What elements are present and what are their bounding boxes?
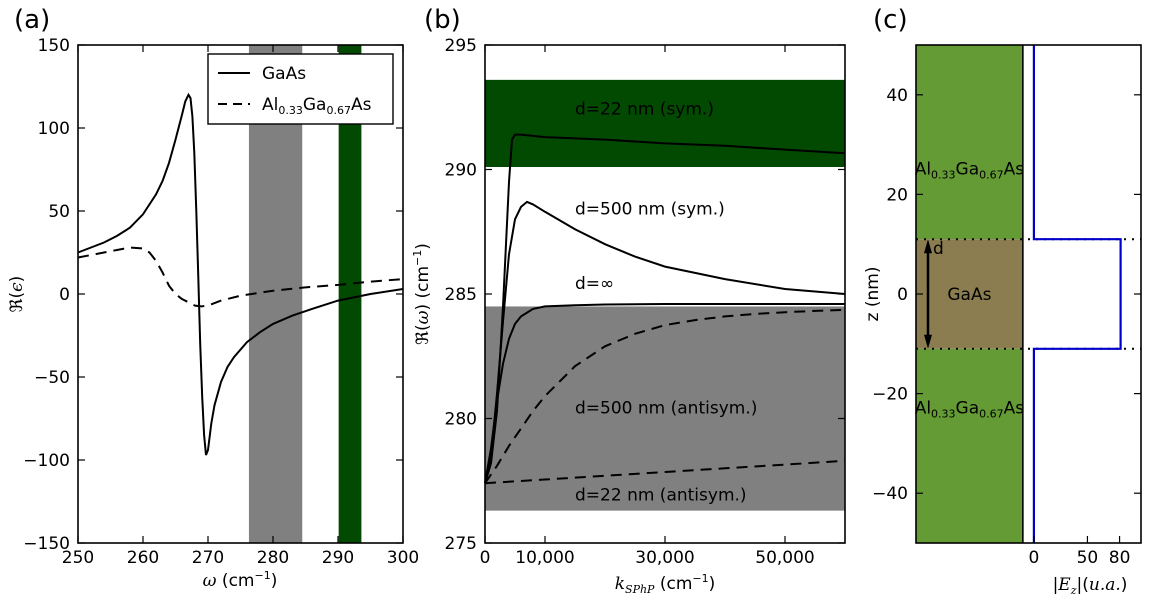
b-band-0	[485, 306, 845, 511]
b-band-1	[485, 79, 845, 168]
b-curve-label-4: d=22 nm (antisym.)	[575, 486, 747, 506]
c-layer-label-top: Al0.33Ga0.67As	[915, 159, 1025, 181]
c-y-axis-label: z (nm)	[863, 267, 883, 322]
b-curve-label-3: d=500 nm (antisym.)	[575, 399, 757, 419]
c-field-profile-line	[1032, 45, 1122, 543]
b-curve-label-1: d=500 nm (sym.)	[575, 199, 725, 219]
a-series-group	[77, 92, 404, 456]
a-xtick-label: 280	[257, 548, 289, 568]
b-series-line-4	[484, 459, 846, 485]
b-series-line-2	[484, 303, 845, 484]
a-xtick-label: 300	[387, 548, 419, 568]
legend-algaas-label: Al0.33Ga0.67As	[262, 95, 372, 117]
a-x-axis-label: ω (cm−1)	[203, 569, 278, 591]
a-ytick-label: 100	[38, 119, 70, 139]
c-xtick-label: 0	[1028, 548, 1039, 568]
a-series-line-0	[77, 92, 404, 456]
a-band-1	[338, 45, 362, 543]
a-ytick-label: −100	[23, 451, 70, 471]
b-curve-label-0: d=22 nm (sym.)	[575, 100, 714, 120]
b-series-line-3	[484, 308, 846, 484]
panel-c: (c) Al0.33Ga0.67As Al0.33Ga0.67As GaAs d 0 5…	[863, 5, 1142, 597]
c-layer-label-bottom: Al0.33Ga0.67As	[915, 399, 1025, 421]
a-ytick-label: 150	[38, 36, 70, 56]
c-thickness-label: d	[933, 239, 944, 259]
b-xtick-label: 10,000	[515, 548, 574, 568]
a-xtick-label: 260	[127, 548, 159, 568]
a-shaded-bands	[248, 45, 362, 543]
b-x-axis-label: kSPhP (cm−1)	[615, 572, 716, 596]
panel-label-c: (c)	[873, 5, 908, 35]
b-shaded-bands	[485, 79, 845, 511]
a-ytick-label: −150	[23, 534, 70, 554]
c-ytick-label: 0	[897, 285, 908, 305]
b-ytick-label: 295	[445, 36, 477, 56]
b-xtick-label: 0	[480, 548, 491, 568]
a-xtick-label: 290	[322, 548, 354, 568]
b-curve-label-2: d=∞	[575, 274, 614, 294]
b-series-group	[484, 133, 846, 485]
b-ytick-label: 285	[445, 285, 477, 305]
a-xtick-label: 270	[192, 548, 224, 568]
c-ytick-label: 40	[886, 86, 908, 106]
b-ticks: 0 10,000 30,000 50,000 275 280 285 290 295	[445, 36, 845, 568]
a-ytick-label: 50	[48, 202, 70, 222]
c-arrowhead-up	[924, 239, 932, 254]
a-band-0	[248, 45, 303, 543]
c-layers: Al0.33Ga0.67As Al0.33Ga0.67As GaAs d	[915, 45, 1141, 543]
a-xtick-label: 250	[62, 548, 94, 568]
a-ytick-label: −50	[34, 368, 70, 388]
a-series-line-1	[77, 246, 404, 308]
c-layer-label-gaas: GaAs	[947, 285, 991, 305]
c-layer-1	[916, 239, 1023, 349]
c-xtick-label: 80	[1109, 548, 1131, 568]
panel-label-b: (b)	[424, 5, 461, 35]
c-ytick-label: −40	[872, 484, 908, 504]
c-ytick-label: 20	[886, 185, 908, 205]
c-ticks: 0 50 80 −40 −20 0 20 40	[872, 86, 1141, 568]
c-arrowhead-down	[924, 334, 932, 349]
b-xtick-label: 30,000	[635, 548, 694, 568]
panel-a: (a) 250 260 270 280 290 300 −150 −100 −50 0 50 100 1…	[7, 5, 419, 591]
c-layer-0	[916, 45, 1023, 240]
b-ytick-label: 275	[445, 534, 477, 554]
a-legend-box	[207, 53, 394, 125]
c-layer-2	[916, 348, 1023, 543]
b-ytick-label: 280	[445, 410, 477, 430]
panel-b: (b) d=22 nm (sym.) d=500 nm (sym.) d=∞ d=50…	[411, 5, 846, 596]
c-xtick-label: 50	[1077, 548, 1099, 568]
b-ytick-label: 290	[445, 161, 477, 181]
b-y-axis-label: ℜ(ω) (cm−1)	[411, 243, 433, 345]
b-xtick-label: 50,000	[755, 548, 814, 568]
c-series-group	[1032, 45, 1122, 543]
b-annotations: d=22 nm (sym.) d=500 nm (sym.) d=∞ d=500 nm…	[575, 100, 757, 506]
a-legend: GaAs Al0.33Ga0.67As	[207, 53, 394, 125]
a-ytick-label: 0	[59, 285, 70, 305]
c-x-axis-label: |Ez|(u.a.)	[1053, 575, 1128, 597]
legend-gaas-label: GaAs	[262, 64, 306, 84]
a-y-axis-label: ℜ(ϵ)	[7, 276, 27, 313]
c-ytick-label: −20	[872, 385, 908, 405]
panel-label-a: (a)	[14, 5, 50, 35]
b-series-line-1	[484, 200, 846, 484]
a-ticks: 250 260 270 280 290 300 −150 −100 −50 0 50 100 150	[23, 36, 419, 568]
